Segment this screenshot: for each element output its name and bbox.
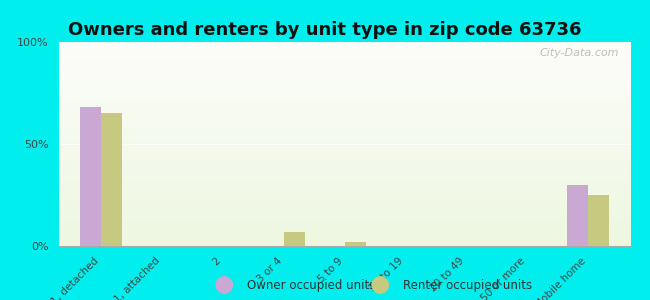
Bar bbox=[344, 242, 366, 246]
Text: City-Data.com: City-Data.com bbox=[540, 48, 619, 58]
Text: Owner occupied units: Owner occupied units bbox=[247, 278, 376, 292]
Text: Renter occupied units: Renter occupied units bbox=[403, 278, 532, 292]
Bar bbox=[101, 113, 122, 246]
Text: Owners and renters by unit type in zip code 63736: Owners and renters by unit type in zip c… bbox=[68, 21, 582, 39]
Bar bbox=[588, 195, 609, 246]
Bar bbox=[80, 107, 101, 246]
Bar bbox=[283, 232, 305, 246]
Bar bbox=[567, 185, 588, 246]
